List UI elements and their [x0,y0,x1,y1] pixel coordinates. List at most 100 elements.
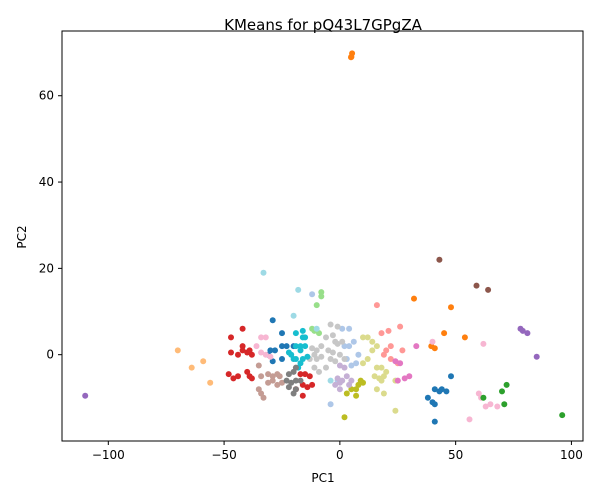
cluster-19-point-4 [559,412,566,419]
cluster-13-point-13 [378,377,385,384]
cluster-13-point-4 [369,347,376,354]
cluster-7-point-22 [299,392,306,399]
cluster-8-point-1 [279,330,285,337]
cluster-10-point-0 [258,334,265,341]
cluster-7-point-16 [302,371,309,378]
cluster-8-point-3 [283,343,290,350]
cluster-6-point-13 [332,358,339,365]
cluster-0-point-4 [448,304,454,311]
cluster-6-point-6 [329,349,336,356]
cluster-6-point-0 [327,321,334,328]
cluster-5-point-6 [380,351,387,358]
cluster-7-point-20 [309,381,316,388]
y-axis-title: PC2 [15,225,29,248]
y-tick-label: 20 [39,261,54,275]
cluster-19-point-2 [480,394,487,401]
cluster-6-point-2 [323,334,329,341]
cluster-6-point-8 [318,353,325,360]
cluster-16-point-1 [397,360,404,367]
cluster-1-point-1 [473,282,480,289]
plot-frame [61,30,584,442]
cluster-7-point-4 [239,343,246,350]
cluster-6-point-15 [323,364,329,371]
cluster-14-point-3 [353,386,360,393]
cluster-6-point-16 [316,368,322,375]
cluster-11-point-0 [255,362,262,369]
cluster-2-point-5 [350,338,357,345]
cluster-6-point-12 [327,356,334,362]
y-tick-label: 0 [46,348,54,362]
cluster-0-point-5 [461,334,468,341]
cluster-12-point-5 [297,377,304,384]
cluster-17-point-3 [207,379,214,386]
cluster-6-point-14 [336,351,343,358]
cluster-4-point-2 [290,312,297,319]
cluster-11-point-2 [265,371,272,378]
cluster-13-point-7 [373,364,380,371]
cluster-13-point-15 [373,386,380,393]
ticks-layer: −100 −50 0 50 100 0 20 40 60 [39,89,583,462]
cluster-7-point-3 [235,351,241,358]
cluster-16-point-5 [394,377,401,384]
cluster-1-point-0 [436,256,443,263]
cluster-14-point-7 [341,414,348,421]
cluster-5-point-3 [397,323,404,330]
cluster-7-point-8 [246,347,253,354]
cluster-2-point-8 [353,360,360,367]
cluster-6-point-19 [313,347,320,354]
cluster-10-point-6 [429,338,436,345]
cluster-10-point-2 [258,349,265,356]
cluster-8-point-14 [431,386,438,393]
cluster-6-point-17 [311,364,318,371]
cluster-8-point-0 [269,317,276,324]
cluster-8-point-11 [424,394,431,401]
cluster-2-point-7 [348,362,355,369]
cluster-19-point-0 [503,381,510,388]
cluster-7-point-1 [239,325,246,332]
cluster-17-point-0 [174,347,181,354]
points-layer [82,50,566,425]
cluster-5-point-9 [387,356,394,362]
cluster-2-point-2 [346,325,353,332]
cluster-6-point-3 [329,332,336,339]
cluster-13-point-2 [369,338,376,345]
cluster-17-point-1 [200,358,207,365]
cluster-18-point-2 [519,327,526,334]
cluster-5-point-5 [387,343,394,350]
cluster-7-point-9 [244,368,251,375]
cluster-11-point-12 [260,394,267,401]
cluster-16-point-4 [401,375,408,382]
cluster-6-point-5 [325,347,332,354]
cluster-15-point-5 [336,379,343,386]
x-tick-label: 0 [336,448,344,462]
cluster-7-point-15 [297,371,304,378]
cluster-7-point-12 [235,373,241,380]
cluster-11-point-5 [276,373,283,380]
cluster-7-point-11 [248,375,255,382]
cluster-15-point-8 [332,381,339,388]
cluster-6-point-21 [332,338,339,345]
cluster-11-point-8 [269,377,276,384]
cluster-19-point-1 [499,388,505,395]
cluster-8-point-6 [272,347,278,354]
cluster-10-point-1 [262,334,269,341]
cluster-2-point-1 [339,325,346,332]
cluster-2-point-0 [309,291,316,298]
cluster-5-point-7 [399,347,406,354]
cluster-5-point-1 [378,330,385,337]
x-axis-title: PC1 [311,471,334,485]
cluster-12-point-3 [288,379,295,386]
cluster-13-point-8 [378,364,385,371]
cluster-3-point-2 [313,302,320,309]
cluster-0-point-8 [431,345,438,352]
cluster-13-point-1 [364,334,371,341]
cluster-11-point-3 [269,373,276,380]
cluster-2-point-10 [327,401,334,408]
cluster-13-point-6 [360,360,366,367]
cluster-7-point-14 [225,371,232,378]
cluster-4-point-4 [327,377,334,384]
cluster-2-point-4 [346,343,353,350]
chart-title: KMeans for pQ43L7GPgZA [224,16,422,34]
cluster-10-point-5 [253,343,260,350]
cluster-6-point-4 [318,343,325,350]
